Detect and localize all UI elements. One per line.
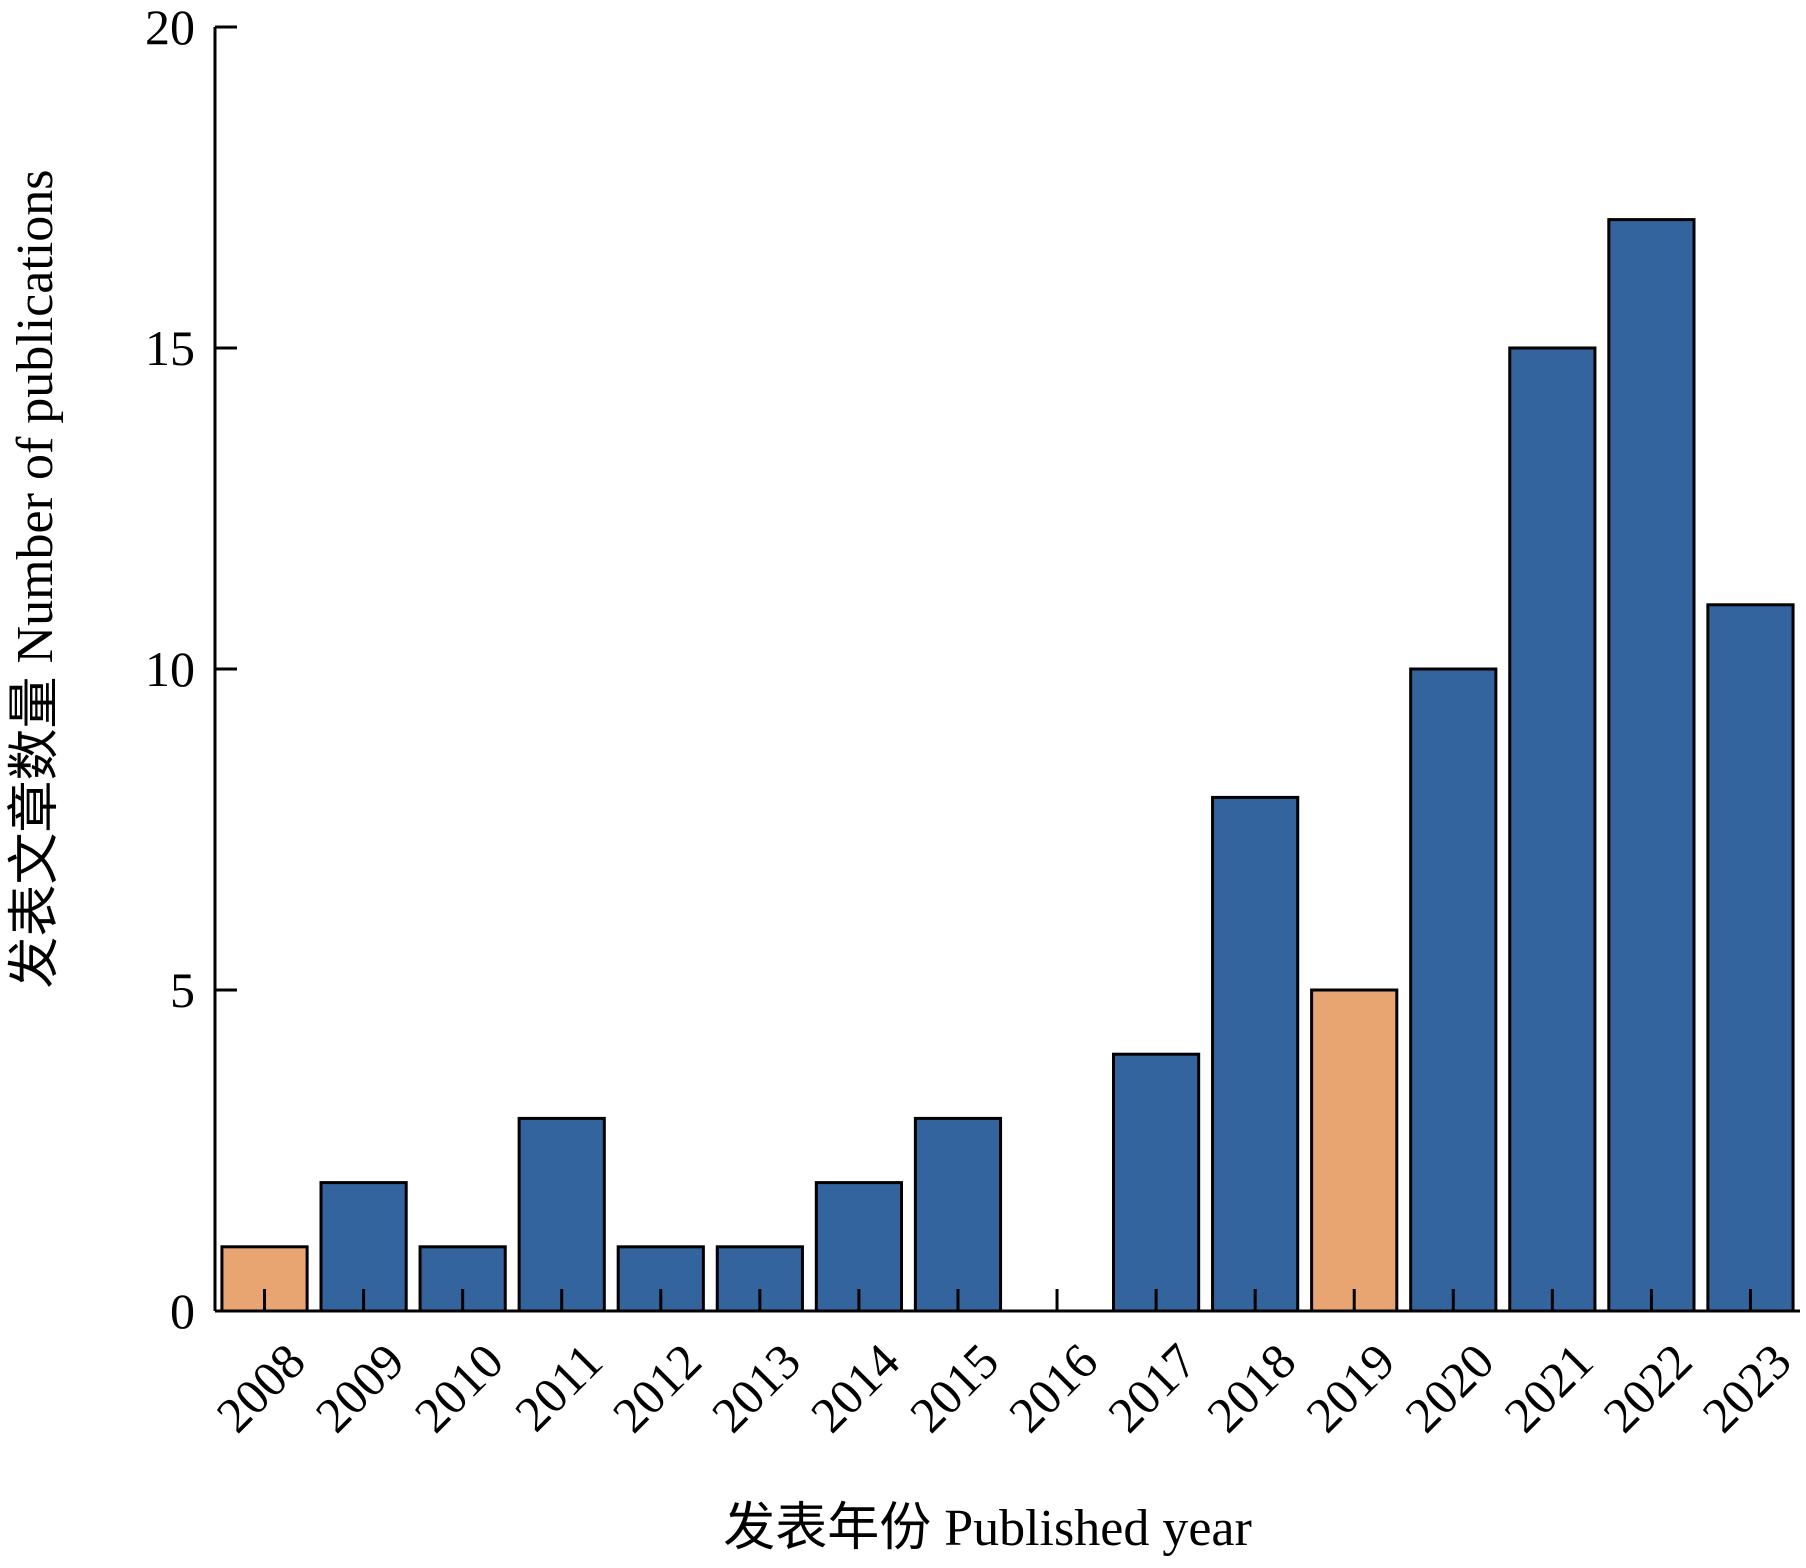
x-tick-label: 2020 [1394, 1333, 1504, 1443]
x-tick-label: 2013 [701, 1333, 811, 1443]
x-tick-label: 2011 [504, 1333, 613, 1442]
bar-2018 [1211, 795, 1300, 1313]
x-axis-title: 发表年份 Published year [723, 1500, 1252, 1557]
y-tick-label: 15 [145, 320, 195, 376]
x-tick-label: 2009 [305, 1333, 415, 1443]
bar-2023 [1706, 603, 1795, 1313]
bar-2011 [517, 1116, 606, 1313]
y-tick-label: 10 [145, 641, 195, 697]
bar-2015 [913, 1116, 1003, 1313]
x-tick-label: 2019 [1295, 1333, 1405, 1443]
x-tick-label: 2012 [602, 1333, 712, 1443]
bar-2019 [1310, 988, 1399, 1313]
bar-2017 [1112, 1052, 1201, 1313]
x-tick-label: 2021 [1493, 1333, 1603, 1443]
x-tick-label: 2014 [800, 1333, 910, 1443]
y-axis-title: 发表文章数量 Number of publications [6, 170, 64, 989]
x-tick-label: 2018 [1196, 1333, 1306, 1443]
bar-2022 [1607, 218, 1696, 1313]
y-tick-label: 0 [170, 1283, 195, 1339]
x-tick-label: 2016 [998, 1333, 1108, 1443]
y-tick-label: 20 [145, 0, 195, 55]
bar-2021 [1508, 346, 1597, 1313]
y-tick-label: 5 [170, 962, 195, 1018]
y-ticks-group: 0 5 10 15 20 [145, 0, 237, 1339]
x-tick-label: 2015 [899, 1333, 1009, 1443]
x-tick-label: 2017 [1097, 1333, 1207, 1443]
x-tick-label: 2023 [1691, 1333, 1801, 1443]
bar-2020 [1409, 667, 1498, 1313]
x-tick-label: 2022 [1592, 1333, 1702, 1443]
x-tick-label: 2008 [205, 1333, 315, 1443]
x-tick-label: 2010 [404, 1333, 514, 1443]
bars-group [220, 218, 1795, 1313]
